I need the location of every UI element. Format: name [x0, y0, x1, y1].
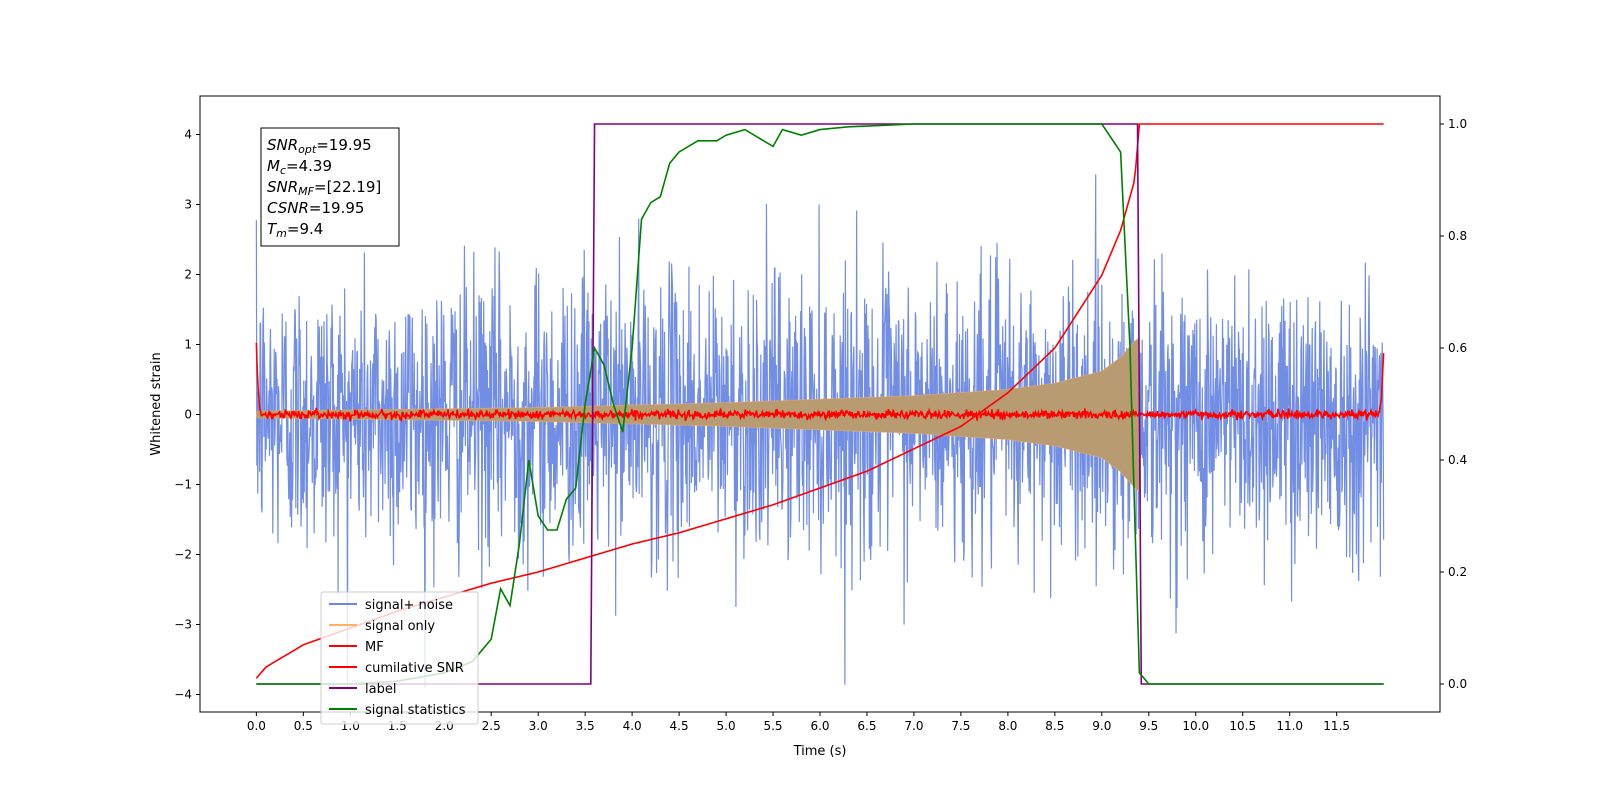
x-tick-label: 10.5 — [1229, 719, 1256, 733]
annotation-line: SNRopt=19.95 — [267, 136, 372, 156]
y2-tick-label: 0.6 — [1448, 341, 1467, 355]
annotation-line: Mc=4.39 — [267, 157, 332, 177]
x-tick-label: 6.0 — [810, 719, 829, 733]
x-tick-label: 10.0 — [1182, 719, 1209, 733]
x-tick-label: 6.5 — [857, 719, 876, 733]
x-axis-label: Time (s) — [793, 744, 847, 759]
y2-tick-label: 0.8 — [1448, 229, 1467, 243]
y2-tick-label: 0.4 — [1448, 453, 1467, 467]
legend-entry: label — [365, 682, 396, 697]
y-axis-label: Whitened strain — [149, 352, 164, 455]
legend-entry: signal statistics — [365, 703, 466, 718]
y-tick-label: 4 — [184, 128, 192, 142]
x-tick-label: 11.5 — [1323, 719, 1350, 733]
legend-entry: cumilative SNR — [365, 661, 464, 676]
series-mf — [255, 342, 1385, 423]
x-tick-label: 0.0 — [247, 719, 266, 733]
y2-tick-label: 1.0 — [1448, 117, 1467, 131]
y-axis-left: −4 −3 −2 −1 0 1 2 3 4 — [174, 128, 200, 702]
legend-entry: signal+ noise — [365, 598, 453, 613]
y-tick-label: 2 — [184, 268, 192, 282]
series-signal-statistics — [256, 123, 1384, 685]
y-tick-label: −3 — [174, 618, 192, 632]
y-tick-label: −2 — [174, 548, 192, 562]
x-tick-label: 3.5 — [576, 719, 595, 733]
y2-tick-label: 0.0 — [1448, 677, 1467, 691]
annotation-line: SNRMF=[22.19] — [267, 178, 381, 198]
x-tick-label: 11.0 — [1276, 719, 1303, 733]
x-tick-label: 7.5 — [951, 719, 970, 733]
x-tick-label: 4.0 — [623, 719, 642, 733]
x-tick-label: 9.5 — [1139, 719, 1158, 733]
y-tick-label: 1 — [184, 338, 192, 352]
x-tick-label: 4.5 — [670, 719, 689, 733]
annotation-box: SNRopt=19.95Mc=4.39SNRMF=[22.19]CSNR=19.… — [260, 127, 400, 247]
x-tick-label: 5.0 — [717, 719, 736, 733]
x-tick-label: 9.0 — [1092, 719, 1111, 733]
legend-entry: signal only — [365, 619, 435, 634]
x-tick-label: 7.0 — [904, 719, 923, 733]
legend: signal+ noise signal only MF cumilative SNR… — [320, 591, 479, 725]
annotation-line: CSNR=19.95 — [267, 199, 364, 217]
legend-frame — [320, 591, 479, 725]
y-axis-right: 0.0 0.2 0.4 0.6 0.8 1.0 — [1440, 117, 1467, 691]
x-tick-label: 2.5 — [482, 719, 501, 733]
legend-entry: MF — [365, 640, 384, 655]
x-tick-label: 0.5 — [294, 719, 313, 733]
annotation-line: Tm=9.4 — [267, 220, 323, 240]
y-tick-label: 3 — [184, 198, 192, 212]
annotation-frame — [260, 127, 400, 247]
y-tick-label: −1 — [174, 478, 192, 492]
x-tick-label: 8.5 — [1045, 719, 1064, 733]
y2-tick-label: 0.2 — [1448, 565, 1467, 579]
x-tick-label: 5.5 — [763, 719, 782, 733]
y-tick-label: 0 — [184, 408, 192, 422]
x-tick-label: 8.0 — [998, 719, 1017, 733]
series-signal-noise — [255, 174, 1385, 688]
x-tick-label: 3.0 — [529, 719, 548, 733]
y-tick-label: −4 — [174, 688, 192, 702]
